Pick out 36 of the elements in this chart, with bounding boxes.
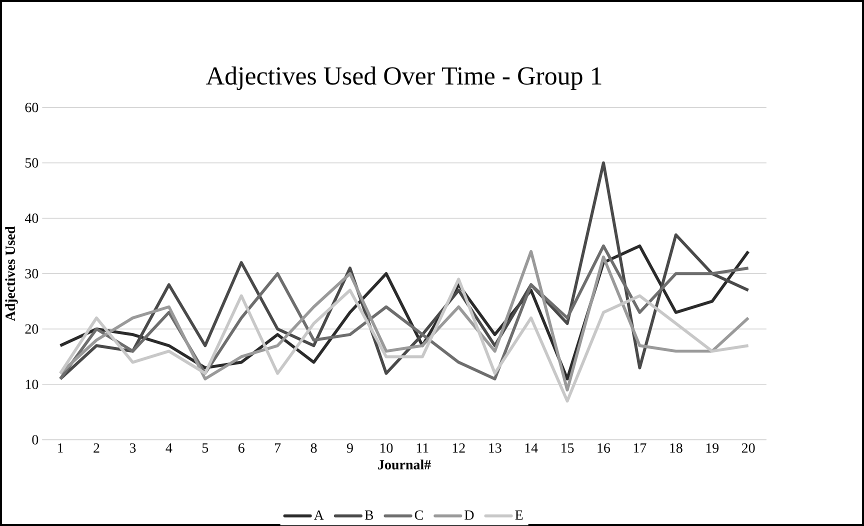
x-tick-label: 2 xyxy=(94,443,100,453)
legend-label: C xyxy=(414,510,423,520)
y-tick-label: 60 xyxy=(25,102,38,112)
x-tick-label: 15 xyxy=(562,443,574,453)
legend-label: E xyxy=(515,510,523,520)
x-tick-label: 11 xyxy=(416,443,428,453)
x-axis-title: Journal# xyxy=(378,460,431,470)
x-tick-label: 14 xyxy=(525,443,538,453)
x-tick-label: 3 xyxy=(130,443,136,453)
x-tick-label: 4 xyxy=(166,443,172,453)
x-tick-label: 17 xyxy=(634,443,646,453)
x-tick-label: 1 xyxy=(58,443,63,453)
legend-label: D xyxy=(464,510,474,520)
x-tick-label: 18 xyxy=(670,443,682,453)
y-axis-title: Adjectives Used xyxy=(5,226,18,322)
x-tick-label: 9 xyxy=(346,443,353,453)
x-tick-label: 8 xyxy=(310,443,317,453)
legend-label: B xyxy=(364,510,374,520)
x-tick-label: 5 xyxy=(202,443,208,453)
y-tick-label: 20 xyxy=(25,324,38,334)
y-tick-label: 0 xyxy=(32,435,38,445)
y-tick-label: 30 xyxy=(25,268,38,278)
y-tick-label: 10 xyxy=(26,380,38,390)
x-tick-label: 16 xyxy=(598,443,610,453)
y-tick-label: 40 xyxy=(24,214,38,223)
x-tick-label: 12 xyxy=(452,443,465,453)
x-tick-label: 10 xyxy=(380,443,393,453)
x-tick-label: 19 xyxy=(706,443,719,453)
x-tick-label: 13 xyxy=(489,443,502,453)
y-tick-label: 50 xyxy=(26,158,38,168)
chart-title: Adjectives Used Over Time - Group 1 xyxy=(206,66,602,90)
legend-label: A xyxy=(314,510,324,520)
line-series xyxy=(58,278,750,403)
x-tick-label: 6 xyxy=(238,443,244,453)
x-tick-label: 7 xyxy=(274,443,281,452)
x-tick-label: 20 xyxy=(742,443,755,453)
